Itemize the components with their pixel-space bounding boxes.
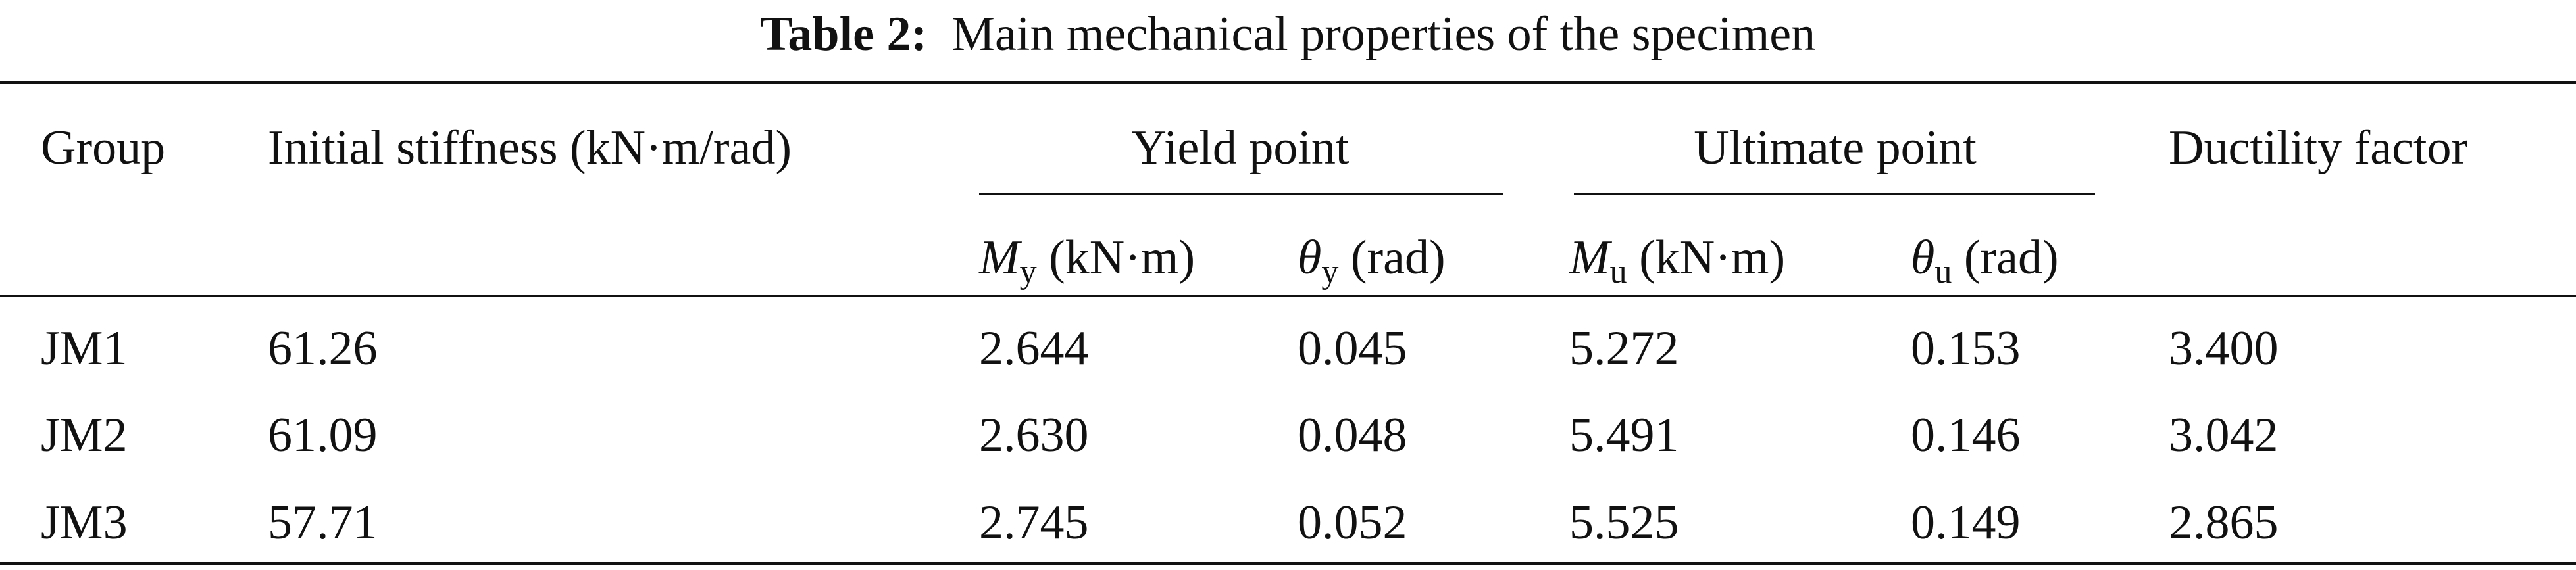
- symbol: M: [979, 231, 1020, 285]
- unit: (kN·m): [1639, 231, 1786, 285]
- cell: 0.153: [1911, 321, 2021, 375]
- ultimate-rule: [1574, 193, 2095, 195]
- symbol: θ: [1298, 231, 1322, 285]
- cell: 0.045: [1298, 321, 1407, 375]
- top-rule: [0, 81, 2576, 84]
- header-cell: Group: [41, 121, 166, 175]
- header-cell: Initial stiffness (kN·m/rad): [268, 121, 792, 175]
- bottom-rule: [0, 562, 2576, 565]
- header-cell: Yield point: [1131, 121, 1350, 175]
- subheader-cell: Mu (kN·m): [1569, 231, 1786, 289]
- cell: 2.745: [979, 496, 1089, 550]
- subheader-cell: θu (rad): [1911, 231, 2059, 289]
- subheader-cell: θy (rad): [1298, 231, 1446, 289]
- header-cell: Ductility factor: [2169, 121, 2468, 175]
- symbol: θ: [1911, 231, 1935, 285]
- caption-title: Main mechanical properties of the specim…: [951, 7, 1816, 61]
- cell: JM3: [41, 496, 128, 550]
- header-rule: [0, 295, 2576, 297]
- subscript: u: [1934, 253, 1952, 291]
- cell: 57.71: [268, 496, 378, 550]
- cell: 3.042: [2169, 408, 2279, 462]
- cell: 2.630: [979, 408, 1089, 462]
- unit: (rad): [1350, 231, 1446, 285]
- cell: 61.09: [268, 408, 378, 462]
- unit: (rad): [1963, 231, 2059, 285]
- cell: 5.272: [1569, 321, 1679, 375]
- header-cell: Ultimate point: [1694, 121, 1977, 175]
- unit: (kN·m): [1049, 231, 1196, 285]
- caption: Table 2: Main mechanical properties of t…: [760, 10, 1815, 59]
- caption-label: Table 2:: [759, 7, 928, 61]
- subscript: u: [1609, 253, 1627, 291]
- cell: 0.149: [1911, 496, 2021, 550]
- subheader-cell: My (kN·m): [979, 231, 1196, 289]
- cell: 5.491: [1569, 408, 1679, 462]
- cell: 3.400: [2169, 321, 2279, 375]
- cell: 0.052: [1298, 496, 1407, 550]
- cell: 5.525: [1569, 496, 1679, 550]
- subscript: y: [1321, 253, 1339, 291]
- cell: 0.146: [1911, 408, 2021, 462]
- subscript: y: [1019, 253, 1037, 291]
- cell: JM2: [41, 408, 128, 462]
- cell: 0.048: [1298, 408, 1407, 462]
- cell: 61.26: [268, 321, 378, 375]
- yield-rule: [979, 193, 1503, 195]
- symbol: M: [1569, 231, 1610, 285]
- cell: 2.644: [979, 321, 1089, 375]
- cell: JM1: [41, 321, 128, 375]
- cell: 2.865: [2169, 496, 2279, 550]
